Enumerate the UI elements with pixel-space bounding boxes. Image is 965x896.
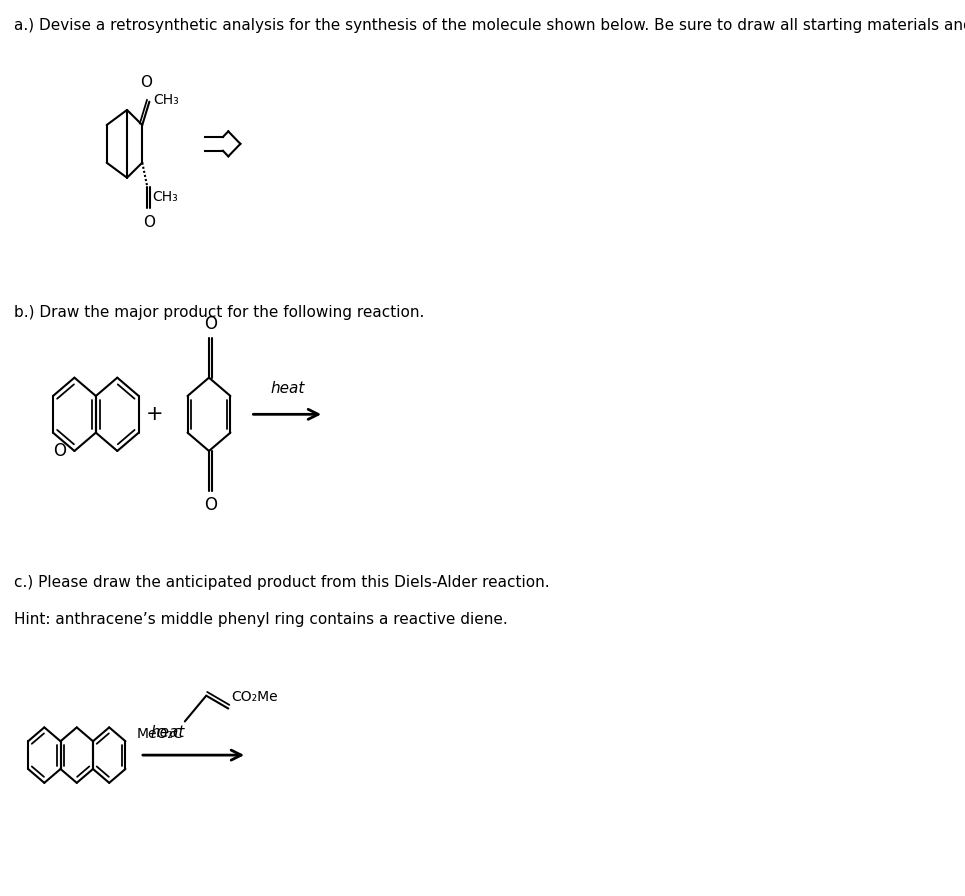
Text: CH₃: CH₃ (153, 92, 179, 107)
Text: O: O (204, 495, 217, 513)
Text: O: O (53, 442, 67, 460)
Text: a.) Devise a retrosynthetic analysis for the synthesis of the molecule shown bel: a.) Devise a retrosynthetic analysis for… (14, 18, 965, 33)
Text: Hint: anthracene’s middle phenyl ring contains a reactive diene.: Hint: anthracene’s middle phenyl ring co… (14, 613, 508, 627)
Text: +: + (146, 404, 163, 425)
Text: b.) Draw the major product for the following reaction.: b.) Draw the major product for the follo… (14, 306, 425, 321)
Text: MeO₂C: MeO₂C (136, 728, 182, 741)
Text: heat: heat (150, 725, 184, 740)
Text: O: O (140, 74, 152, 90)
Text: c.) Please draw the anticipated product from this Diels-Alder reaction.: c.) Please draw the anticipated product … (14, 575, 550, 590)
Text: O: O (143, 215, 154, 229)
Text: CH₃: CH₃ (152, 190, 178, 204)
Text: O: O (204, 315, 217, 333)
Text: heat: heat (270, 382, 304, 397)
Text: CO₂Me: CO₂Me (231, 690, 278, 703)
